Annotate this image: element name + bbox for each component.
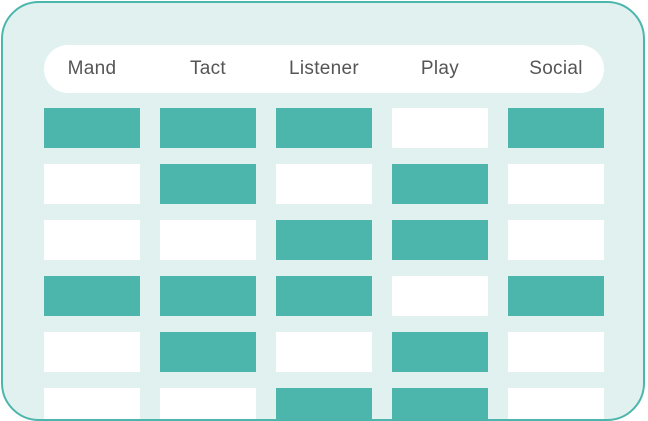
column-header-play: Play	[420, 58, 460, 79]
grid-cell-mand[interactable]	[44, 220, 140, 260]
grid-cell-tact[interactable]	[160, 388, 256, 419]
grid-cell-mand[interactable]	[44, 164, 140, 204]
column-header-mand: Mand	[67, 58, 117, 79]
grid-row	[44, 164, 604, 204]
grid-cell-mand[interactable]	[44, 332, 140, 372]
grid-cell-listener[interactable]	[276, 220, 372, 260]
grid-cell-play[interactable]	[392, 276, 488, 316]
grid-cell-mand[interactable]	[44, 388, 140, 419]
column-header-listener: Listener	[289, 58, 359, 79]
grid-cell-play[interactable]	[392, 164, 488, 204]
grid-cell-tact[interactable]	[160, 108, 256, 148]
grid-cell-tact[interactable]	[160, 332, 256, 372]
grid-cell-tact[interactable]	[160, 276, 256, 316]
grid-cell-play[interactable]	[392, 388, 488, 419]
grid-row	[44, 220, 604, 260]
grid-cell-listener[interactable]	[276, 388, 372, 419]
grid-row	[44, 276, 604, 316]
grid-cell-tact[interactable]	[160, 164, 256, 204]
grid-cell-social[interactable]	[508, 220, 604, 260]
grid-row	[44, 332, 604, 372]
grid-cell-mand[interactable]	[44, 276, 140, 316]
grid-cell-social[interactable]	[508, 276, 604, 316]
column-header-tact: Tact	[189, 58, 227, 79]
grid-cell-social[interactable]	[508, 108, 604, 148]
grid-cell-social[interactable]	[508, 332, 604, 372]
grid-cell-play[interactable]	[392, 332, 488, 372]
column-header-social: Social	[529, 58, 583, 79]
grid-row	[44, 108, 604, 148]
grid-cell-listener[interactable]	[276, 164, 372, 204]
grid-cell-listener[interactable]	[276, 332, 372, 372]
grid-cell-play[interactable]	[392, 220, 488, 260]
grid-cell-listener[interactable]	[276, 108, 372, 148]
grid-cell-social[interactable]	[508, 388, 604, 419]
grid-cell-mand[interactable]	[44, 108, 140, 148]
column-header-bar: Mand Tact Listener Play Social	[44, 45, 604, 93]
grid-cell-listener[interactable]	[276, 276, 372, 316]
grid-row	[44, 388, 604, 419]
grid-cell-social[interactable]	[508, 164, 604, 204]
grid-cell-tact[interactable]	[160, 220, 256, 260]
grid-cell-play[interactable]	[392, 108, 488, 148]
